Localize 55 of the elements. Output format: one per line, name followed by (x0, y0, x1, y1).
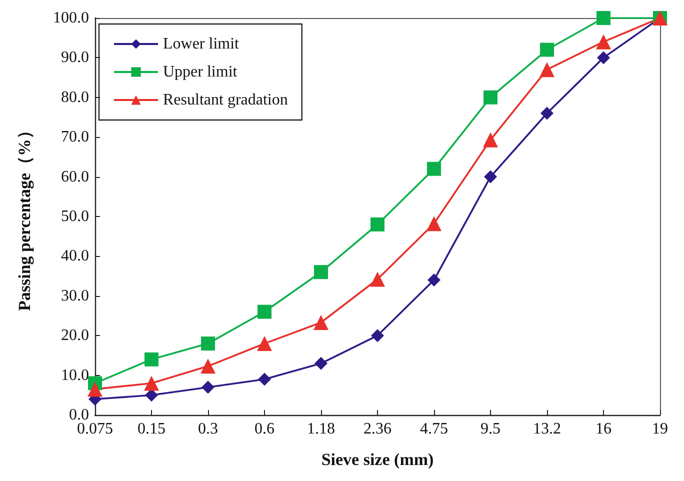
x-tick-label: 19 (652, 420, 668, 438)
x-tick-label: 0.15 (138, 420, 166, 438)
x-tick-label: 0.3 (198, 420, 218, 438)
legend-label: Lower limit (163, 36, 240, 52)
x-tick-label: 9.5 (480, 420, 500, 438)
point (201, 336, 215, 351)
legend-label: Resultant gradation (163, 92, 288, 108)
point (144, 352, 158, 366)
legend-label: Upper limit (163, 64, 238, 80)
point (200, 358, 216, 374)
y-tick-label: 20.0 (61, 327, 89, 344)
point (258, 304, 272, 319)
point (596, 11, 610, 25)
y-tick-label: 100.0 (53, 10, 89, 26)
point (314, 315, 328, 330)
point (314, 265, 328, 280)
y-tick-label: 80.0 (61, 88, 89, 106)
point (597, 51, 610, 64)
point (428, 274, 440, 287)
y-tick-label: 60.0 (61, 168, 89, 186)
point (596, 34, 611, 50)
point (144, 376, 159, 391)
point (145, 388, 158, 402)
y-tick-label: 30.0 (61, 287, 89, 304)
x-tick-label: 1.18 (307, 420, 335, 438)
y-tick-label: 40.0 (61, 248, 89, 265)
point (484, 170, 497, 184)
point (483, 132, 498, 148)
y-tick-label: 0.0 (69, 406, 89, 424)
point (426, 216, 442, 232)
x-axis-title: Sieve size (mm) (321, 450, 434, 469)
x-tick-label: 4.75 (420, 420, 448, 438)
x-tick-label: 0.6 (254, 420, 274, 438)
point (370, 217, 384, 232)
y-tick-label: 90.0 (61, 49, 89, 66)
y-tick-label: 50.0 (61, 208, 89, 225)
point (314, 356, 328, 370)
point (370, 272, 385, 287)
y-tick-label: 10.0 (61, 366, 89, 384)
point (540, 62, 554, 78)
x-tick-label: 16 (596, 420, 612, 438)
x-tick-label: 13.2 (533, 420, 561, 438)
point (257, 336, 272, 352)
x-tick-label: 2.36 (364, 420, 392, 438)
point (88, 382, 102, 397)
x-tick-label: 0.075 (77, 420, 113, 438)
point (540, 106, 554, 120)
point (540, 42, 554, 57)
point (484, 90, 498, 104)
y-axis-title: Passing percentage（%） (15, 122, 34, 312)
point (427, 162, 441, 176)
point (371, 329, 384, 342)
point (258, 372, 271, 386)
y-tick-label: 70.0 (61, 128, 89, 146)
point (202, 380, 214, 394)
